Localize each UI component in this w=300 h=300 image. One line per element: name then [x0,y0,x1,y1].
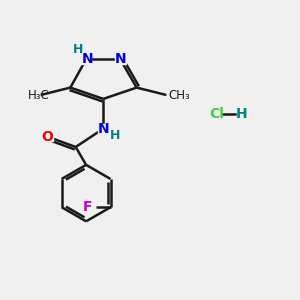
Text: N: N [82,52,93,66]
Bar [98,124,109,133]
Text: O: O [41,130,53,144]
Bar [115,55,126,64]
Text: CH₃: CH₃ [169,88,190,101]
Text: Cl: Cl [209,107,224,121]
Bar [81,55,92,64]
Text: N: N [98,122,109,136]
Bar [42,132,53,141]
Text: H: H [236,107,247,121]
Text: F: F [83,200,92,214]
Text: N: N [115,52,126,66]
Text: H: H [110,129,120,142]
Text: H₃C: H₃C [28,88,50,101]
Text: H: H [73,43,83,56]
